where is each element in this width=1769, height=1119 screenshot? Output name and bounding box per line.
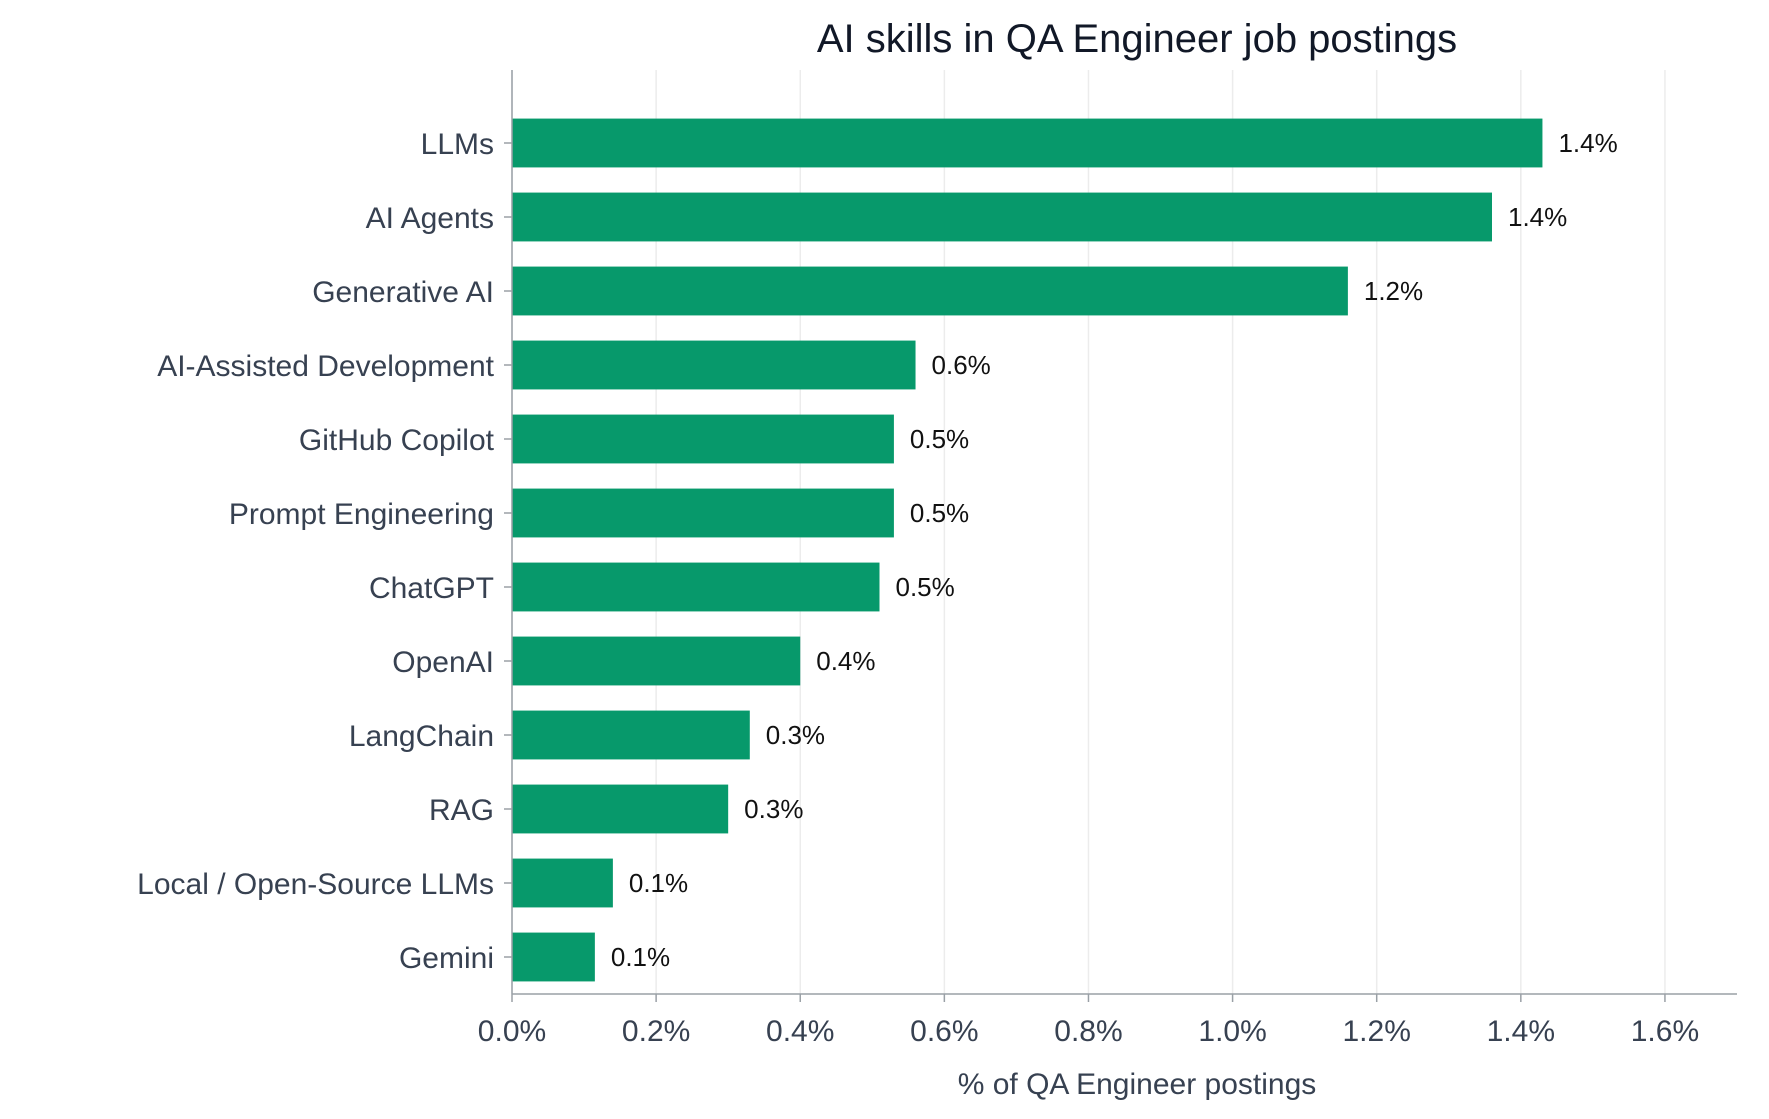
- bar: [512, 118, 1543, 168]
- value-label: 0.3%: [766, 720, 825, 750]
- bar: [512, 636, 801, 686]
- category-label: Prompt Engineering: [229, 498, 494, 531]
- bar: [512, 414, 894, 464]
- x-tick-label: 1.4%: [1487, 1015, 1555, 1048]
- value-label: 0.5%: [910, 498, 969, 528]
- bar: [512, 784, 729, 834]
- category-label: Local / Open-Source LLMs: [137, 868, 494, 901]
- category-label: Generative AI: [312, 276, 494, 309]
- bar-layer: 1.4% 1.4% 1.2% 0.6% 0.5% 0.5% 0.5% 0.4% 0.3% 0.3%…: [512, 118, 1618, 982]
- value-label: 0.1%: [611, 942, 670, 972]
- x-axis-label: % of QA Engineer postings: [958, 1068, 1317, 1101]
- category-label: AI-Assisted Development: [157, 350, 494, 383]
- category-label: GitHub Copilot: [299, 424, 495, 457]
- bar: [512, 562, 880, 612]
- category-label: OpenAI: [392, 646, 494, 679]
- value-label: 0.4%: [816, 646, 875, 676]
- chart-title: AI skills in QA Engineer job postings: [817, 17, 1457, 61]
- bar: [512, 192, 1492, 242]
- axis-layer: 0.0% 0.2% 0.4% 0.6% 0.8% 1.0% 1.2% 1.4% 1.6% LLMs…: [137, 70, 1737, 1048]
- x-tick-label: 0.2%: [622, 1015, 690, 1048]
- bar: [512, 858, 613, 908]
- x-tick-label: 0.4%: [766, 1015, 834, 1048]
- value-label: 0.6%: [932, 350, 991, 380]
- bar: [512, 266, 1348, 316]
- category-label: AI Agents: [366, 202, 494, 235]
- value-label: 1.4%: [1558, 128, 1617, 158]
- x-tick-label: 1.0%: [1198, 1015, 1266, 1048]
- x-tick-label: 0.0%: [478, 1015, 546, 1048]
- category-label: LLMs: [421, 128, 494, 161]
- bar: [512, 932, 595, 982]
- x-tick-label: 0.6%: [910, 1015, 978, 1048]
- bar: [512, 488, 894, 538]
- value-label: 1.2%: [1364, 276, 1423, 306]
- bar: [512, 710, 750, 760]
- value-label: 0.5%: [896, 572, 955, 602]
- category-label: ChatGPT: [369, 572, 494, 605]
- x-tick-label: 0.8%: [1054, 1015, 1122, 1048]
- category-label: LangChain: [349, 720, 494, 753]
- x-tick-label: 1.6%: [1631, 1015, 1699, 1048]
- value-label: 0.5%: [910, 424, 969, 454]
- category-label: Gemini: [399, 942, 494, 975]
- value-label: 1.4%: [1508, 202, 1567, 232]
- value-label: 0.1%: [629, 868, 688, 898]
- value-label: 0.3%: [744, 794, 803, 824]
- x-tick-label: 1.2%: [1343, 1015, 1411, 1048]
- bar: [512, 340, 916, 390]
- category-label: RAG: [429, 794, 494, 827]
